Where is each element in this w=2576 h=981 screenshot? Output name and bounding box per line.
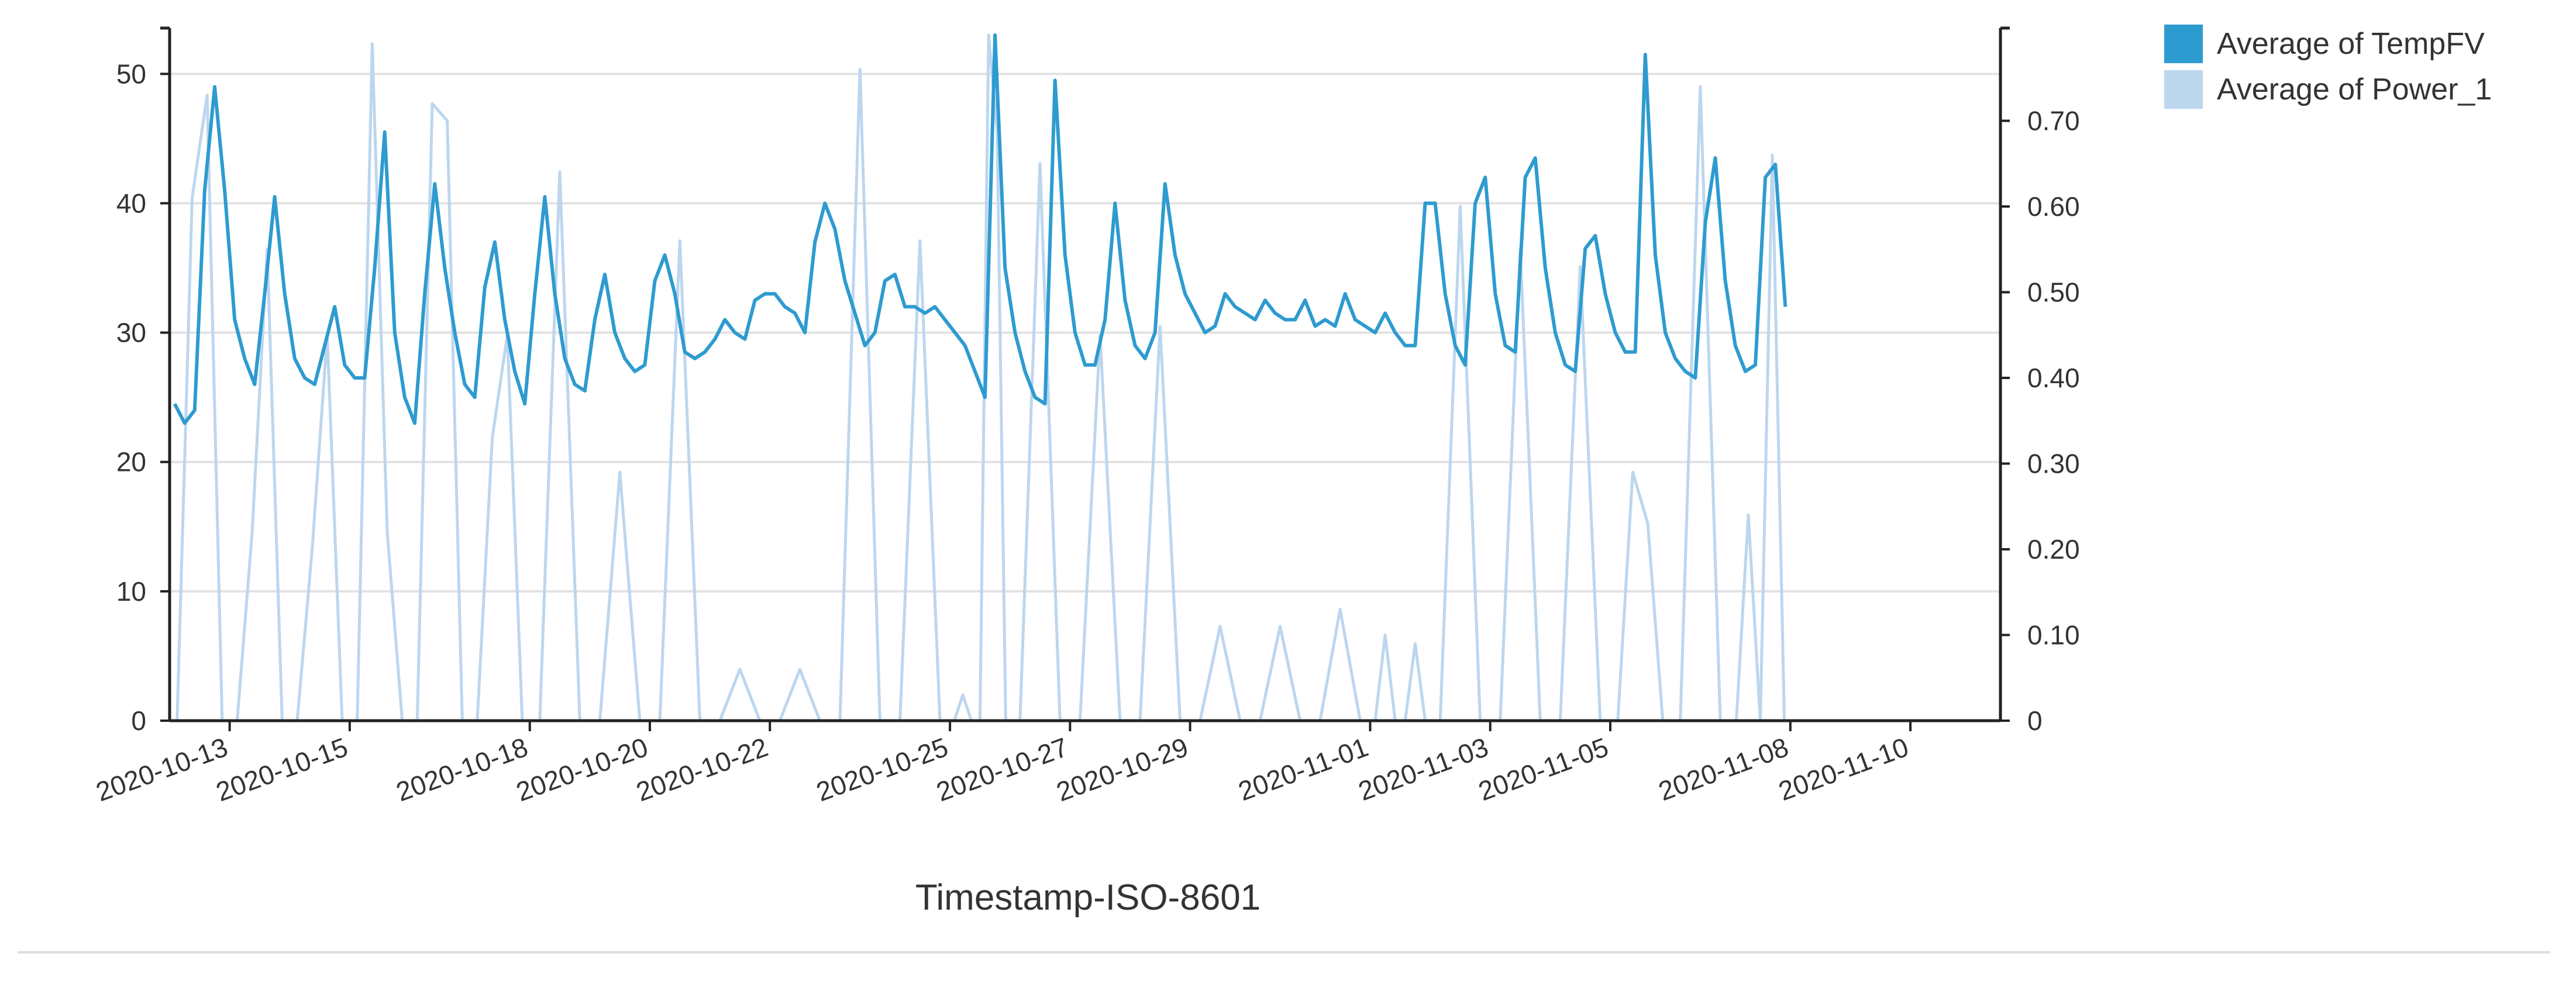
- right-tick-label: 0.40: [2027, 363, 2080, 393]
- legend-swatch: [2164, 25, 2203, 63]
- left-axis-ticks: 0 10 20 30 40 50: [116, 58, 170, 736]
- line-tempfv: [173, 33, 1788, 425]
- right-tick-label: 0.30: [2027, 449, 2080, 479]
- x-tick-label: 2020-10-18: [392, 732, 532, 807]
- legend-label: Average of Power_1: [2217, 73, 2492, 106]
- axes: [160, 26, 2010, 722]
- series-tempfv: [173, 33, 1788, 425]
- x-tick-label: 2020-10-25: [812, 732, 952, 807]
- right-tick-label: 0.10: [2027, 620, 2080, 650]
- right-tick-label: 0: [2027, 705, 2043, 736]
- x-tick-label: 2020-10-29: [1052, 732, 1192, 807]
- right-axis-ticks: 0 0.10 0.20 0.30 0.40 0.50 0.60 0.70: [2000, 106, 2080, 736]
- gridlines: [170, 73, 2000, 593]
- right-tick-label: 0.60: [2027, 191, 2080, 222]
- left-tick-label: 40: [116, 188, 146, 218]
- x-tick-label: 2020-10-20: [512, 732, 652, 807]
- right-tick-label: 0.70: [2027, 106, 2080, 136]
- x-axis-title: Timestamp-ISO-8601: [915, 877, 1261, 918]
- legend-swatch: [2164, 70, 2203, 109]
- left-tick-label: 30: [116, 318, 146, 348]
- left-tick-label: 50: [116, 58, 146, 89]
- left-tick-label: 20: [116, 447, 146, 477]
- x-tick-label: 2020-11-01: [1234, 732, 1372, 807]
- x-tick-label: 2020-10-22: [632, 732, 772, 807]
- x-tick-label: 2020-10-27: [932, 732, 1072, 807]
- x-tick-label: 2020-10-15: [212, 732, 352, 807]
- x-tick-label: 2020-10-13: [92, 732, 232, 807]
- x-tick-label: 2020-11-08: [1655, 732, 1793, 807]
- right-tick-label: 0.20: [2027, 534, 2080, 564]
- x-tick-label: 2020-11-05: [1475, 732, 1613, 807]
- legend-label: Average of TempFV: [2217, 27, 2485, 61]
- x-tick-label: 2020-11-10: [1775, 732, 1913, 807]
- left-tick-label: 0: [131, 705, 146, 736]
- legend: Average of TempFV Average of Power_1: [2164, 25, 2492, 109]
- x-tick-label: 2020-11-03: [1354, 732, 1492, 807]
- right-tick-label: 0.50: [2027, 277, 2080, 308]
- left-tick-label: 10: [116, 576, 146, 607]
